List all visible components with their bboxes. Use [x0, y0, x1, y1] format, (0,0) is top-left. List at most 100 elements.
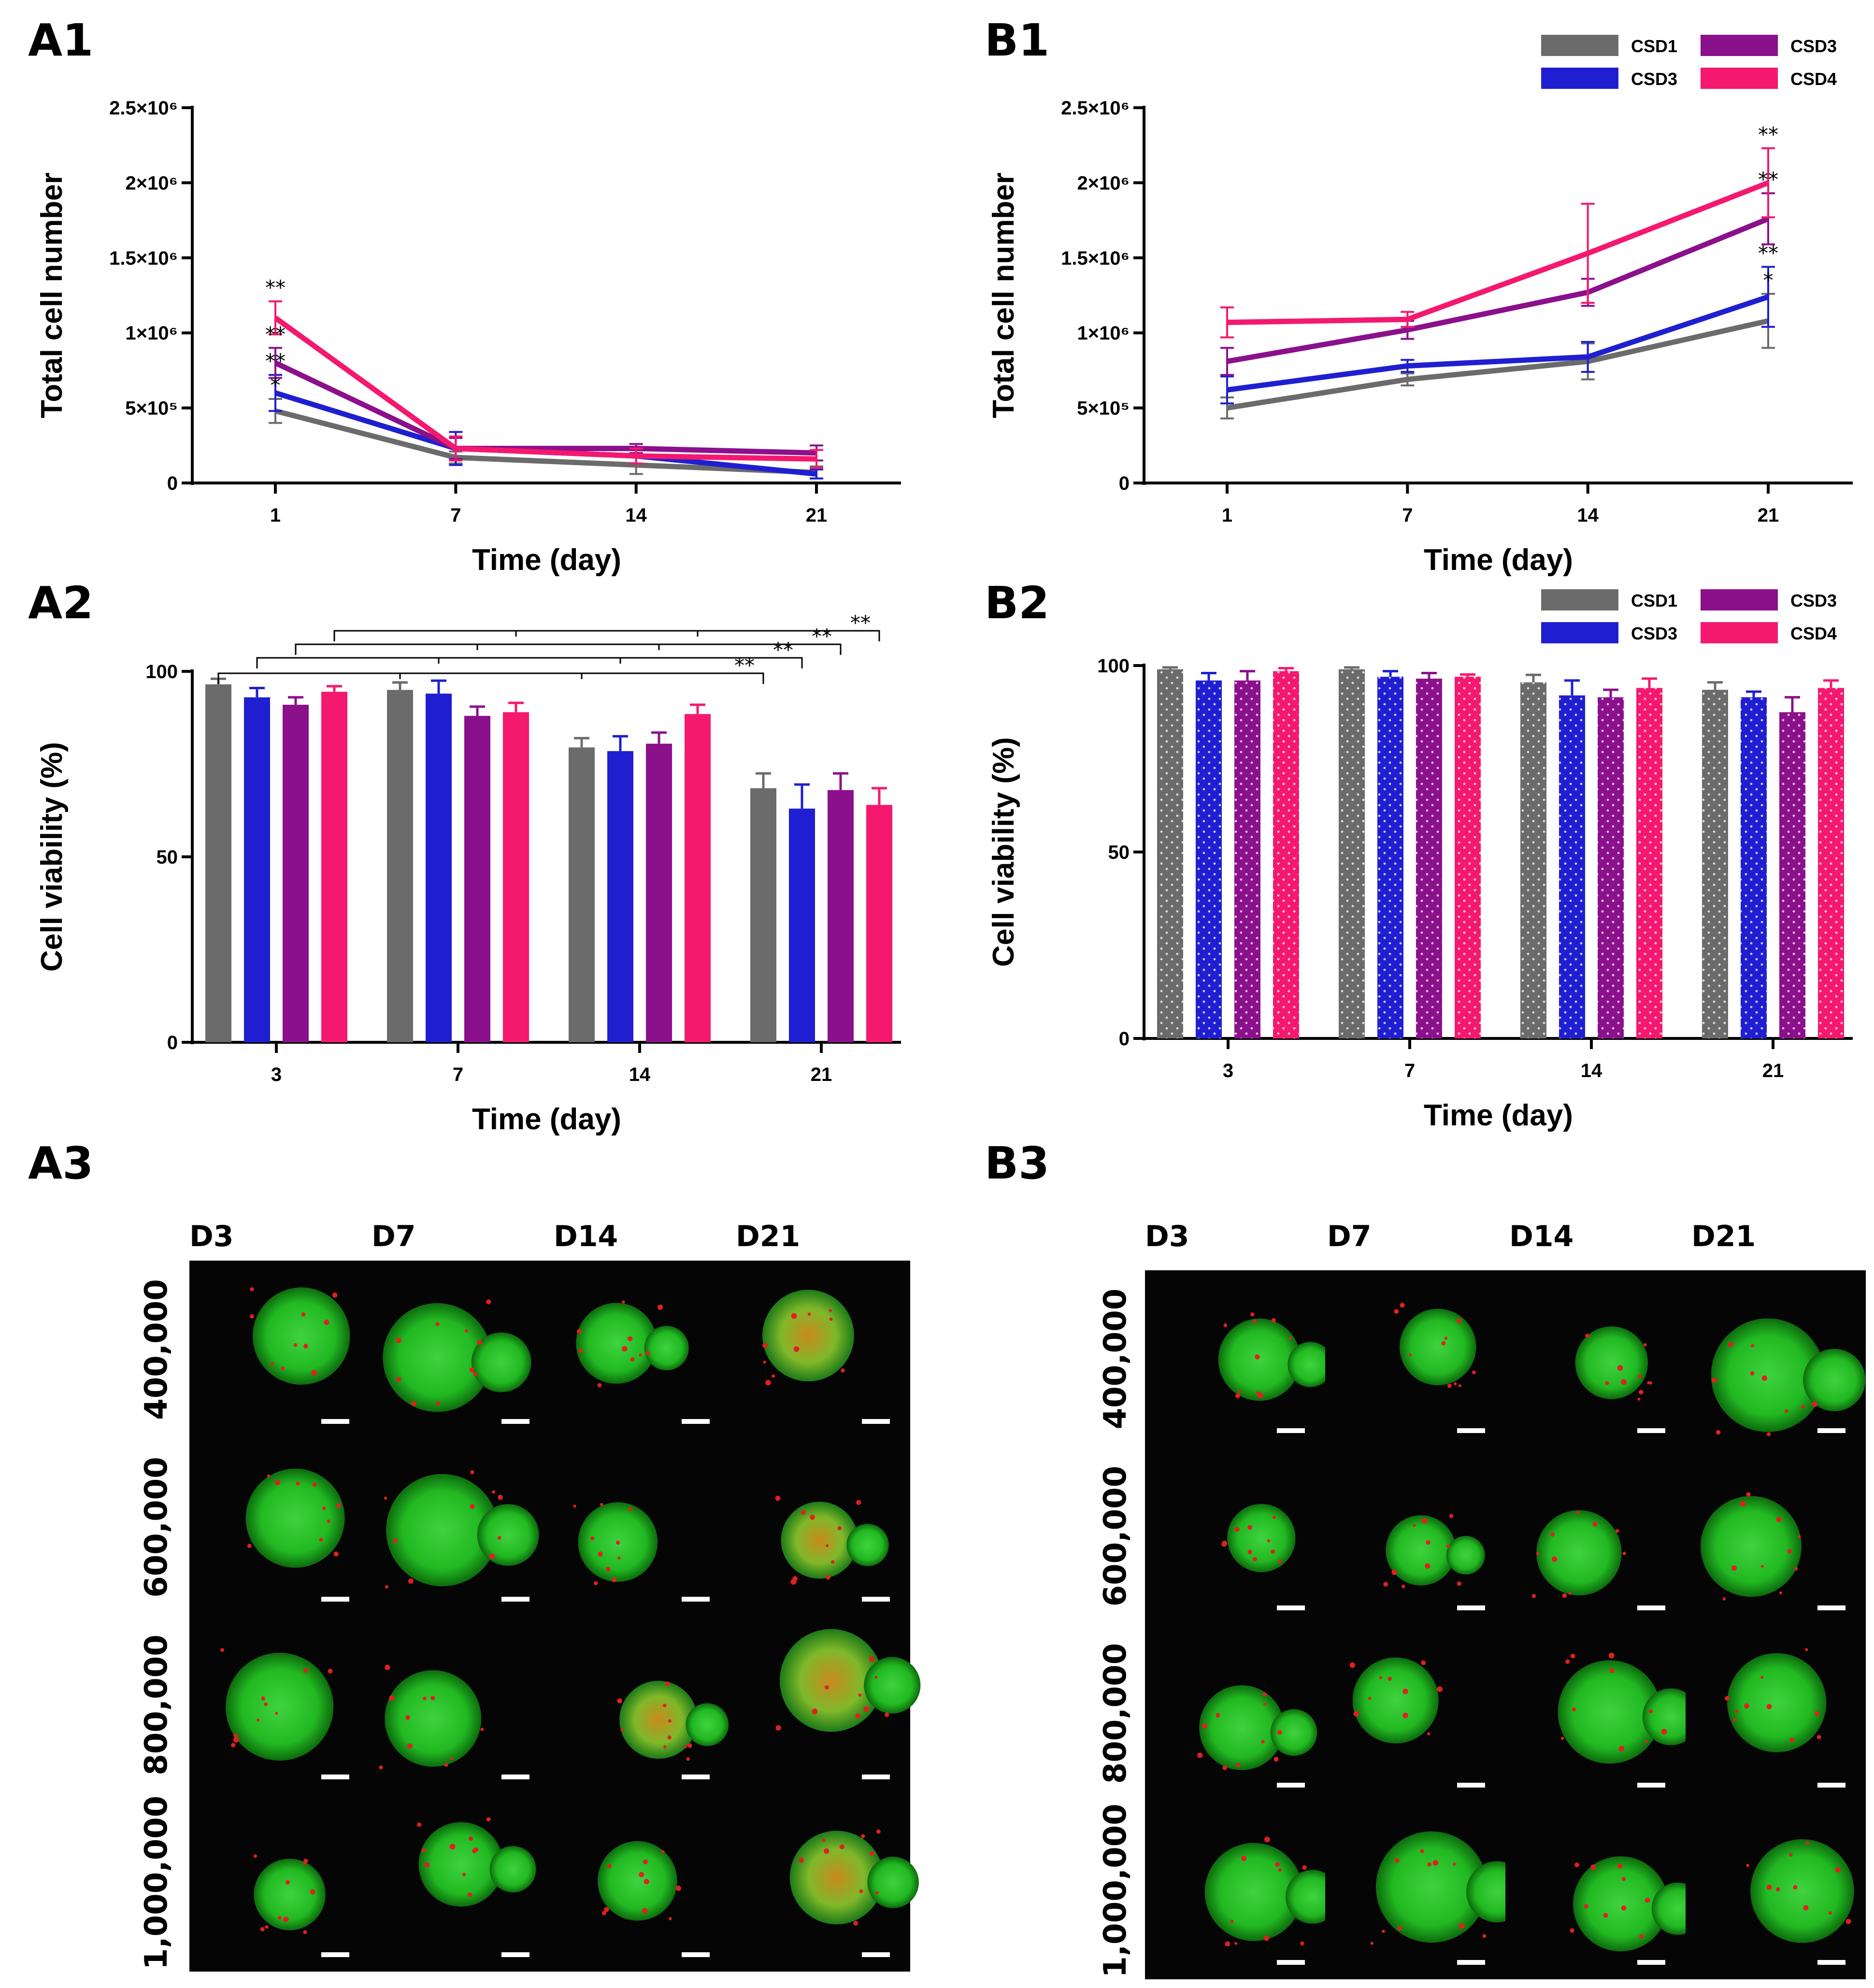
- dead-cell-dot: [1267, 1539, 1271, 1543]
- micrograph-cell: [189, 1438, 370, 1616]
- day-label: D21: [736, 1220, 800, 1253]
- dead-cell-dot: [1735, 1709, 1739, 1713]
- dead-cell-dot: [1716, 1430, 1721, 1435]
- dead-cell-dot: [467, 1892, 472, 1897]
- dead-cell-dot: [1302, 1865, 1307, 1870]
- dead-cell-dot: [492, 1490, 496, 1494]
- dead-cell-dot: [790, 1579, 797, 1585]
- dead-cell-dot: [1421, 1660, 1426, 1665]
- y-tick-label: 50: [157, 847, 178, 868]
- dead-cell-dot: [1427, 1732, 1431, 1735]
- legend-swatch: [1701, 589, 1778, 611]
- micrograph-cell: [1505, 1802, 1704, 1979]
- legend-label: CSD3: [1790, 591, 1837, 611]
- dead-cell-dot: [858, 1693, 862, 1697]
- bar: [283, 705, 309, 1042]
- x-tick-label: 7: [453, 1064, 463, 1085]
- dead-cell-dot: [576, 1329, 582, 1334]
- legend: CSD1 CSD3 CSD3 CSD4: [1541, 589, 1837, 643]
- dead-cell-dot: [1615, 1529, 1619, 1533]
- dead-cell-dot: [1273, 1757, 1279, 1762]
- legend-item: CSD3: [1701, 589, 1837, 611]
- scale-bar: [682, 1419, 710, 1424]
- spheroid: [489, 1846, 536, 1893]
- dead-cell-dot: [1722, 1597, 1726, 1601]
- dead-cell-dot: [630, 1357, 635, 1362]
- row-label: 800,000: [139, 1634, 174, 1775]
- dead-cell-dot: [1815, 1711, 1820, 1716]
- dead-cell-dot: [762, 1343, 768, 1348]
- legend-item: CSD1: [1541, 35, 1677, 56]
- dead-cell-dot: [324, 1320, 329, 1325]
- dead-cell-dot: [1413, 1524, 1416, 1527]
- dead-cell-dot: [812, 1708, 818, 1715]
- dead-cell-dot: [1803, 1905, 1809, 1911]
- bar: [685, 714, 711, 1042]
- scale-bar: [321, 1419, 349, 1424]
- micrograph-cell: [730, 1261, 910, 1438]
- micrograph-cell: [550, 1438, 730, 1616]
- dead-cell-dot: [1789, 1853, 1793, 1857]
- dead-cell-dot: [424, 1862, 430, 1868]
- dead-cell-dot: [1453, 1382, 1457, 1386]
- dead-cell-dot: [385, 1664, 390, 1670]
- dead-cell-dot: [645, 1350, 650, 1356]
- series-csd3-1: [1196, 670, 1767, 1038]
- spheroid: [1446, 1535, 1485, 1575]
- dead-cell-dot: [1255, 1354, 1260, 1360]
- dead-cell-dot: [322, 1506, 326, 1510]
- dead-cell-dot: [233, 1737, 239, 1743]
- bar: [426, 694, 452, 1042]
- dead-cell-dot: [1400, 1303, 1405, 1308]
- scale-bar: [1637, 1605, 1665, 1610]
- scale-bar: [1277, 1605, 1305, 1610]
- dead-cell-dot: [1643, 1343, 1647, 1347]
- dead-cell-dot: [825, 1685, 829, 1690]
- dead-cell-dot: [247, 1544, 252, 1548]
- micrograph-cell: [1145, 1270, 1333, 1448]
- dead-cell-dot: [275, 1712, 278, 1715]
- dead-cell-dot: [826, 1575, 830, 1580]
- panel-label-a2: A2: [28, 577, 93, 629]
- scale-bar: [1637, 1428, 1665, 1433]
- legend-item: CSD3: [1701, 35, 1837, 56]
- dead-cell-dot: [1725, 1696, 1730, 1701]
- dead-cell-dot: [1649, 1709, 1653, 1714]
- dead-cell-dot: [1391, 1569, 1397, 1576]
- significance-star: **: [1758, 168, 1778, 191]
- micrograph-cell: [730, 1794, 919, 1972]
- panel-label-b2: B2: [985, 577, 1049, 629]
- dead-cell-dot: [1621, 1379, 1627, 1385]
- dead-cell-dot: [661, 1850, 665, 1854]
- dead-cell-dot: [1453, 1862, 1456, 1866]
- dead-cell-dot: [1551, 1556, 1558, 1562]
- dead-cell-dot: [1247, 1525, 1253, 1530]
- dead-cell-dot: [312, 1482, 317, 1487]
- significance-star: **: [265, 349, 286, 373]
- legend-swatch: [1541, 622, 1618, 643]
- spheroid: [1227, 1504, 1296, 1573]
- dead-cell-dot: [1592, 1521, 1598, 1527]
- dead-cell-dot: [396, 1337, 401, 1343]
- bar-texture: [1339, 669, 1365, 1038]
- dead-cell-dot: [233, 1733, 238, 1738]
- dead-cell-dot: [884, 1712, 889, 1717]
- bar: [750, 788, 776, 1042]
- spheroid: [1204, 1843, 1303, 1941]
- day-label: D14: [1509, 1220, 1574, 1253]
- dead-cell-dot: [799, 1857, 804, 1863]
- spheroid: [1199, 1685, 1285, 1770]
- dead-cell-dot: [379, 1765, 383, 1770]
- dead-cell-dot: [1761, 1375, 1767, 1381]
- micrograph-cell: [550, 1794, 730, 1972]
- dead-cell-dot: [1637, 1374, 1642, 1378]
- dead-cell-dot: [829, 1317, 833, 1321]
- bar-texture: [1702, 690, 1728, 1038]
- micrograph-cell: [1325, 1625, 1505, 1802]
- dead-cell-dot: [863, 1706, 869, 1712]
- dead-cell-dot: [1617, 1863, 1623, 1869]
- dead-cell-dot: [829, 1309, 832, 1312]
- dead-cell-dot: [1459, 1923, 1465, 1929]
- y-tick-label: 2.5×10⁶: [109, 98, 178, 119]
